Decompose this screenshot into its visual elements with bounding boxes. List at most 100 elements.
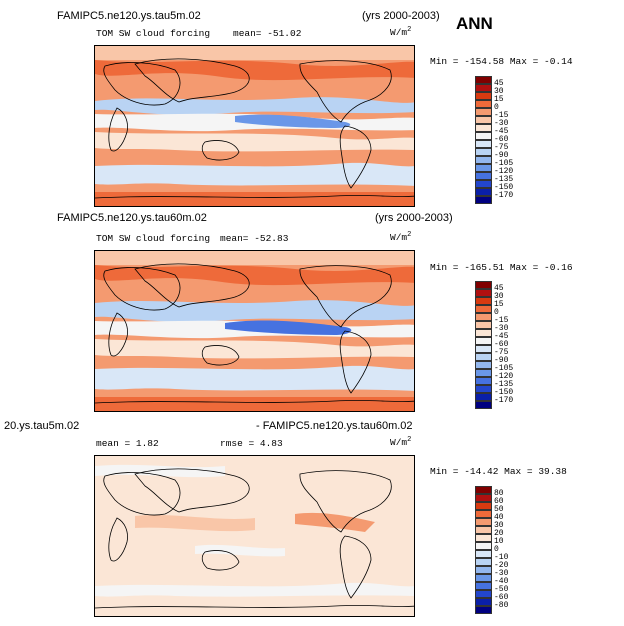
colorbar-tick-label: -45 (494, 332, 509, 341)
colorbar-cell (475, 281, 492, 289)
colorbar-tick-label: -60 (494, 135, 509, 144)
panel2-mean: mean= -52.83 (220, 233, 289, 244)
colorbar-tick-label: -45 (494, 127, 509, 136)
colorbar-tick-label: 40 (494, 513, 504, 522)
colorbar-tick-label: -40 (494, 577, 509, 586)
colorbar-cell (475, 156, 492, 164)
colorbar-tick-label: -90 (494, 151, 509, 160)
colorbar-cell (475, 369, 492, 377)
colorbar-cell (475, 180, 492, 188)
colorbar-cell (475, 385, 492, 393)
colorbar-tick-label: 0 (494, 103, 499, 112)
panel2-units: W/m2 (390, 231, 412, 244)
panel3-units: W/m2 (390, 436, 412, 449)
panel1-mean: mean= -51.02 (233, 28, 302, 39)
colorbar-cell (475, 84, 492, 92)
colorbar-cell (475, 542, 492, 550)
colorbar-cell (475, 124, 492, 132)
colorbar-cell (475, 289, 492, 297)
colorbar-cell (475, 76, 492, 84)
panel1-years: (yrs 2000-2003) (362, 10, 440, 22)
panel1-variable: TOM SW cloud forcing (96, 28, 211, 39)
colorbar-tick-label: -150 (494, 183, 514, 192)
colorbar-cell (475, 132, 492, 140)
colorbar-tick-label: -120 (494, 372, 514, 381)
colorbar-cell (475, 502, 492, 510)
colorbar-tick-label: -105 (494, 159, 514, 168)
colorbar-tick-label: -75 (494, 348, 509, 357)
colorbar-cell (475, 598, 492, 606)
colorbar-cell (475, 534, 492, 542)
colorbar-cell (475, 574, 492, 582)
panel1-map (94, 45, 415, 207)
colorbar-tick-label: -120 (494, 167, 514, 176)
colorbar-tick-label: -20 (494, 561, 509, 570)
colorbar-tick-label: -50 (494, 585, 509, 594)
panel1-minmax: Min = -154.58 Max = -0.14 (430, 56, 573, 67)
colorbar-cell (475, 518, 492, 526)
colorbar-cell (475, 494, 492, 502)
colorbar-cell (475, 558, 492, 566)
colorbar-tick-label: -135 (494, 175, 514, 184)
panel3-map (94, 455, 415, 617)
colorbar-tick-label: -90 (494, 356, 509, 365)
panel2-colorbar: 45 30 15 0 -15 -30 -45 -60 -75 -90 -105 -120 -135 -15… (475, 281, 513, 409)
colorbar-tick-label: 30 (494, 292, 504, 301)
colorbar-cell (475, 196, 492, 204)
colorbar-cell (475, 590, 492, 598)
colorbar-tick-label: 45 (494, 284, 504, 293)
colorbar-cell (475, 526, 492, 534)
panel3-rmse: rmse = 4.83 (220, 438, 283, 449)
panel1-case-title: FAMIPC5.ne120.ys.tau5m.02 (57, 10, 201, 22)
colorbar-tick-label: 60 (494, 497, 504, 506)
colorbar-tick-label: -15 (494, 316, 509, 325)
colorbar-tick-label: 0 (494, 308, 499, 317)
colorbar-cell (475, 393, 492, 401)
colorbar-tick-label: 30 (494, 87, 504, 96)
colorbar-cell (475, 116, 492, 124)
panel1-map-svg (95, 46, 414, 206)
panel1-colorbar: 45 30 15 0 -15 -30 -45 -60 -75 -90 -105 -120 -135 -15… (475, 76, 513, 204)
colorbar-tick-label: -30 (494, 569, 509, 578)
colorbar-cell (475, 313, 492, 321)
panel3-map-svg (95, 456, 414, 616)
colorbar-cell (475, 172, 492, 180)
panel3-case-right: - FAMIPC5.ne120.ys.tau60m.02 (256, 420, 413, 432)
panel3-minmax: Min = -14.42 Max = 39.38 (430, 466, 567, 477)
colorbar-cell (475, 510, 492, 518)
panel2-variable: TOM SW cloud forcing (96, 233, 211, 244)
panel3-mean: mean = 1.82 (96, 438, 159, 449)
panel1-units: W/m2 (390, 26, 412, 39)
colorbar-cell (475, 188, 492, 196)
colorbar-tick-label: -60 (494, 340, 509, 349)
colorbar-tick-label: -10 (494, 553, 509, 562)
panel2-minmax: Min = -165.51 Max = -0.16 (430, 262, 573, 273)
colorbar-tick-label: -75 (494, 143, 509, 152)
colorbar-tick-label: -30 (494, 324, 509, 333)
colorbar-tick-label: 15 (494, 300, 504, 309)
colorbar-tick-label: -30 (494, 119, 509, 128)
colorbar-cell (475, 297, 492, 305)
panel2-case-title: FAMIPC5.ne120.ys.tau60m.02 (57, 212, 207, 224)
colorbar-cell (475, 92, 492, 100)
colorbar-cell (475, 108, 492, 116)
colorbar-tick-label: 15 (494, 95, 504, 104)
colorbar-tick-label: -15 (494, 111, 509, 120)
colorbar-tick-label: 45 (494, 79, 504, 88)
panel2-years: (yrs 2000-2003) (375, 212, 453, 224)
colorbar-tick-label: -135 (494, 380, 514, 389)
panel3-case-left: 20.ys.tau5m.02 (4, 420, 80, 432)
colorbar-cell (475, 164, 492, 172)
colorbar-cell (475, 401, 492, 409)
colorbar-cell (475, 140, 492, 148)
colorbar-tick-label: -150 (494, 388, 514, 397)
colorbar-cell (475, 566, 492, 574)
colorbar-cell (475, 550, 492, 558)
colorbar-cell (475, 582, 492, 590)
colorbar-cell (475, 353, 492, 361)
colorbar-cell (475, 361, 492, 369)
colorbar-tick-label: 50 (494, 505, 504, 514)
colorbar-cell (475, 100, 492, 108)
colorbar-tick-label: -105 (494, 364, 514, 373)
colorbar-tick-label: 10 (494, 537, 504, 546)
